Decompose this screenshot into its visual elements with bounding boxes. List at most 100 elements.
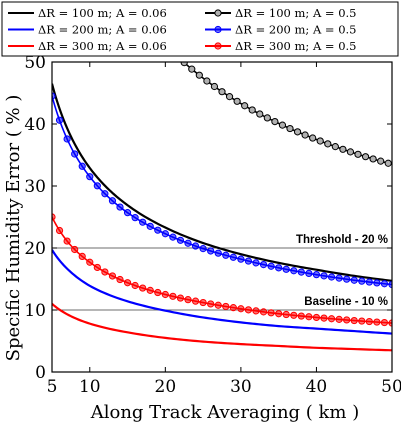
series-point xyxy=(259,261,268,269)
series-point xyxy=(327,315,336,323)
series-point xyxy=(184,296,192,304)
series-point xyxy=(63,135,71,143)
series-point xyxy=(210,82,219,91)
series-point xyxy=(252,307,260,315)
series-point xyxy=(346,148,355,156)
series-point xyxy=(286,124,294,133)
x-axis-label: Along Track Averaging ( km ) xyxy=(90,402,360,423)
series-point xyxy=(146,286,154,294)
legend-label: ΔR = 100 m; A = 0.5 xyxy=(235,6,357,20)
series-point xyxy=(116,203,124,211)
reference-label: Threshold - 20 % xyxy=(296,234,388,246)
series-line xyxy=(52,302,392,352)
x-tick-label: 10 xyxy=(79,377,101,397)
legend-label: ΔR = 200 m; A = 0.5 xyxy=(235,23,357,37)
series-point xyxy=(86,258,94,266)
series-point xyxy=(259,308,268,316)
series-point xyxy=(305,313,313,321)
series-point xyxy=(365,317,373,326)
series-point xyxy=(297,312,305,320)
series-line xyxy=(52,95,392,286)
series-point xyxy=(237,255,245,263)
series-point xyxy=(365,278,373,286)
series-point xyxy=(214,249,222,257)
series-point xyxy=(169,292,177,300)
series-point xyxy=(244,257,253,265)
series-point xyxy=(331,143,339,151)
x-tick-label: 30 xyxy=(230,377,252,397)
series-point xyxy=(320,272,328,280)
series-point xyxy=(380,318,389,327)
legend-marker xyxy=(214,42,222,50)
series-point xyxy=(275,264,283,272)
series-point xyxy=(199,298,207,307)
series-point xyxy=(335,315,343,323)
series-line xyxy=(52,249,392,335)
x-tick-label: 5 xyxy=(47,377,58,397)
legend-label: ΔR = 200 m; A = 0.06 xyxy=(38,23,167,37)
series-point xyxy=(55,116,64,124)
plot-area xyxy=(52,62,392,352)
series-point xyxy=(199,245,207,253)
series-point xyxy=(229,304,237,312)
series-point xyxy=(146,222,154,230)
series-point xyxy=(358,317,366,325)
series-point xyxy=(309,134,317,142)
y-tick-label: 20 xyxy=(24,239,46,259)
series-point xyxy=(207,247,215,255)
series-point xyxy=(154,226,162,234)
series-point xyxy=(101,268,109,276)
series-point xyxy=(63,237,71,245)
y-tick-label: 40 xyxy=(24,115,46,135)
series-point xyxy=(361,153,370,161)
series-point xyxy=(244,306,253,314)
series-point xyxy=(297,268,305,276)
series-point xyxy=(248,106,256,114)
series-point xyxy=(358,277,366,285)
series-point xyxy=(377,157,385,165)
series-point xyxy=(218,88,226,96)
legend-label: ΔR = 300 m; A = 0.5 xyxy=(235,39,357,53)
series-point xyxy=(86,173,94,181)
axes-layer: 5 10 20 30 40 50 0 10 20 30 40 50 xyxy=(24,53,401,397)
series-point xyxy=(188,65,196,73)
plot-frame xyxy=(51,61,393,373)
series-point xyxy=(256,110,264,118)
y-axis-label: Specific Humidity Error ( % ) xyxy=(3,95,24,362)
legend-label: ΔR = 100 m; A = 0.06 xyxy=(38,6,167,20)
y-tick-label: 30 xyxy=(24,177,46,197)
series-point xyxy=(373,318,381,326)
series-point xyxy=(191,242,200,250)
series-point xyxy=(324,140,332,148)
series-point xyxy=(184,239,192,247)
series-point xyxy=(327,273,336,281)
series-point xyxy=(267,309,275,317)
series-line xyxy=(183,62,392,166)
series-point xyxy=(373,279,381,287)
series-point xyxy=(176,294,185,302)
legend-box xyxy=(1,1,399,57)
legend-label: ΔR = 300 m; A = 0.06 xyxy=(38,39,167,53)
series-point xyxy=(222,302,230,311)
y-tick-label: 0 xyxy=(35,363,46,383)
x-tick-label: 40 xyxy=(306,377,328,397)
legend-marker xyxy=(214,9,222,17)
series-point xyxy=(305,269,313,278)
series-point xyxy=(252,259,260,267)
series-point xyxy=(161,230,169,238)
series-point xyxy=(78,162,86,170)
series-point xyxy=(108,197,117,205)
y-tick-label: 50 xyxy=(24,53,46,73)
series-point xyxy=(369,155,377,163)
x-tick-label: 50 xyxy=(381,377,401,397)
series-point xyxy=(225,93,234,101)
series-point xyxy=(350,316,358,325)
series-point xyxy=(71,245,79,254)
plot-layer: Threshold - 20 % Baseline - 10 % xyxy=(52,62,392,352)
series-point xyxy=(380,280,389,288)
series-point xyxy=(237,305,245,313)
x-tick-label: 20 xyxy=(155,377,177,397)
legend-marker xyxy=(214,25,222,34)
series-point xyxy=(176,236,185,244)
series-point xyxy=(271,117,279,126)
